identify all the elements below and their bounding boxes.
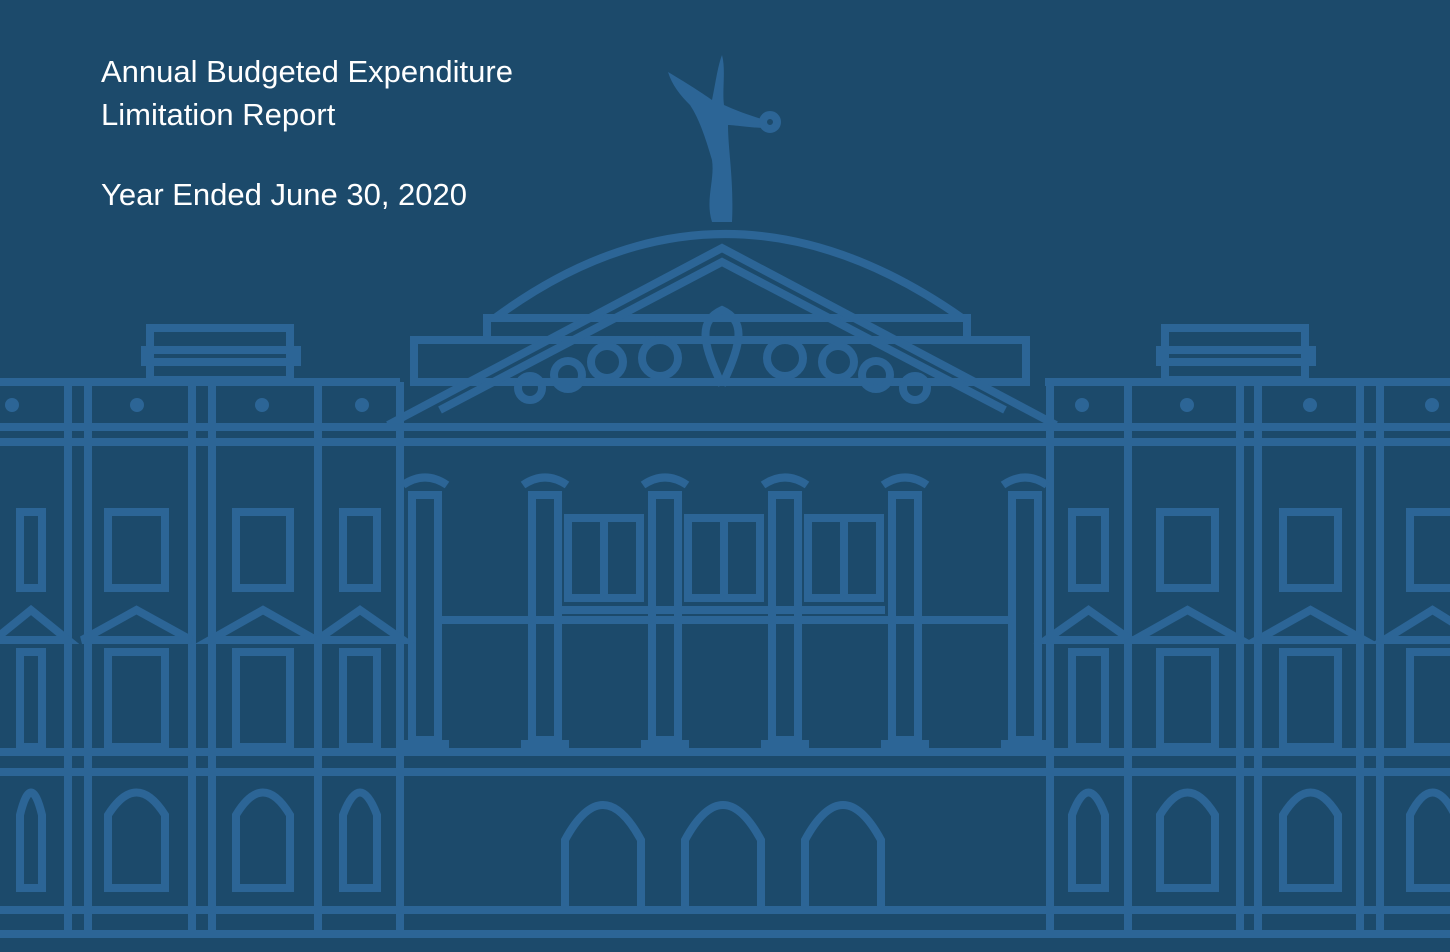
illustration-shape xyxy=(20,512,42,588)
illustration-shape xyxy=(1160,652,1215,747)
illustration-shape xyxy=(1410,512,1450,588)
illustration-shape xyxy=(767,340,803,376)
illustration-shape xyxy=(1410,652,1450,747)
illustration-shape xyxy=(210,610,316,640)
illustration-shape xyxy=(1283,512,1338,588)
illustration-shape xyxy=(642,340,678,376)
title-line: Annual Budgeted Expenditure xyxy=(101,50,513,93)
illustration-shape xyxy=(1303,398,1317,412)
illustration-shape xyxy=(565,805,641,910)
illustration-shape xyxy=(805,805,881,910)
title: Annual Budgeted Expenditure Limitation R… xyxy=(101,50,513,136)
illustration-shape xyxy=(20,652,42,747)
illustration-shape xyxy=(763,115,777,129)
illustration-shape xyxy=(1283,652,1338,747)
illustration-shape xyxy=(317,610,403,640)
illustration-shape xyxy=(1283,793,1338,889)
illustration-shape xyxy=(1410,793,1450,889)
illustration-shape xyxy=(236,793,290,889)
illustration-shape xyxy=(236,512,290,588)
illustration-shape xyxy=(130,398,144,412)
illustration-shape xyxy=(343,652,377,747)
subtitle: Year Ended June 30, 2020 xyxy=(101,173,467,216)
illustration-shape xyxy=(1425,398,1439,412)
illustration-shape xyxy=(495,234,962,318)
illustration-shape xyxy=(1075,398,1089,412)
illustration-shape xyxy=(1072,793,1105,889)
illustration-shape xyxy=(1046,610,1131,640)
illustration-shape xyxy=(0,382,1450,934)
illustration-shape xyxy=(343,512,377,588)
illustration-shape xyxy=(1160,512,1215,588)
illustration-shape xyxy=(668,55,768,222)
illustration-shape xyxy=(343,793,377,889)
illustration-shape xyxy=(903,376,927,400)
illustration-shape xyxy=(1180,398,1194,412)
illustration-shape xyxy=(1384,610,1450,640)
illustration-shape xyxy=(236,652,290,747)
title-line: Limitation Report xyxy=(101,93,513,136)
illustration-shape xyxy=(1257,610,1364,640)
illustration-shape xyxy=(108,652,165,747)
illustration-shape xyxy=(1072,512,1105,588)
illustration-shape xyxy=(1072,652,1105,747)
illustration-shape xyxy=(412,495,438,740)
illustration-shape xyxy=(1134,610,1241,640)
cover-page: Annual Budgeted Expenditure Limitation R… xyxy=(0,0,1450,952)
illustration-shape xyxy=(518,376,542,400)
capitol-illustration xyxy=(0,0,1450,952)
illustration-shape xyxy=(822,346,854,378)
illustration-shape xyxy=(255,398,269,412)
illustration-shape xyxy=(440,610,1010,620)
illustration-shape xyxy=(355,398,369,412)
illustration-shape xyxy=(108,512,165,588)
illustration-shape xyxy=(5,398,19,412)
illustration-shape xyxy=(0,610,68,640)
illustration-shape xyxy=(1160,350,1312,362)
illustration-shape xyxy=(685,805,761,910)
illustration-shape xyxy=(1012,495,1038,740)
illustration-shape xyxy=(591,346,623,378)
illustration-shape xyxy=(145,350,297,362)
illustration-shape xyxy=(20,793,42,889)
illustration-shape xyxy=(1160,793,1215,889)
illustration-shape xyxy=(82,610,191,640)
illustration-shape xyxy=(108,793,165,889)
illustration-shape xyxy=(0,382,1450,934)
